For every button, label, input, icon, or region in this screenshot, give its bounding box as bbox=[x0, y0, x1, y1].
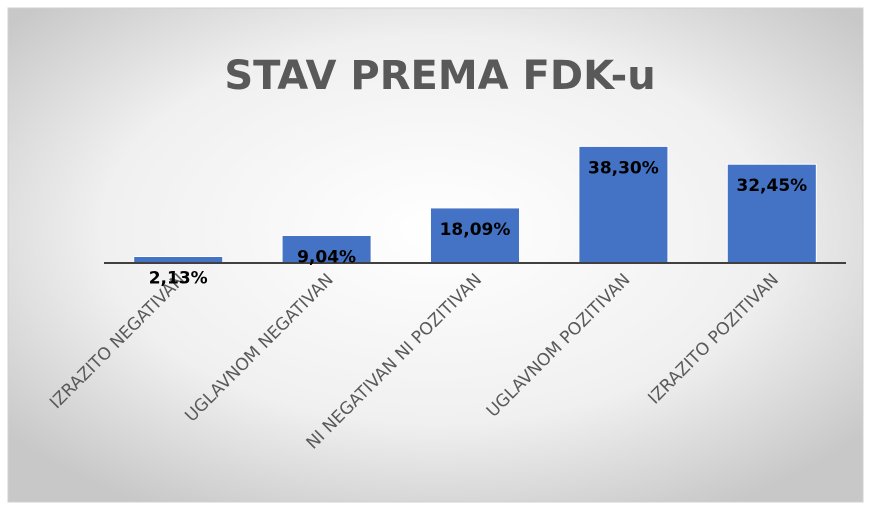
bar bbox=[578, 145, 669, 264]
bar bbox=[726, 163, 817, 264]
data-label: 2,13% bbox=[149, 269, 208, 289]
data-label: 32,45% bbox=[736, 176, 807, 196]
chart-title: STAV PREMA FDK-u bbox=[224, 53, 655, 99]
data-label: 18,09% bbox=[440, 220, 511, 240]
bar bbox=[429, 207, 521, 264]
data-label: 38,30% bbox=[588, 158, 659, 178]
data-label: 9,04% bbox=[297, 247, 356, 267]
